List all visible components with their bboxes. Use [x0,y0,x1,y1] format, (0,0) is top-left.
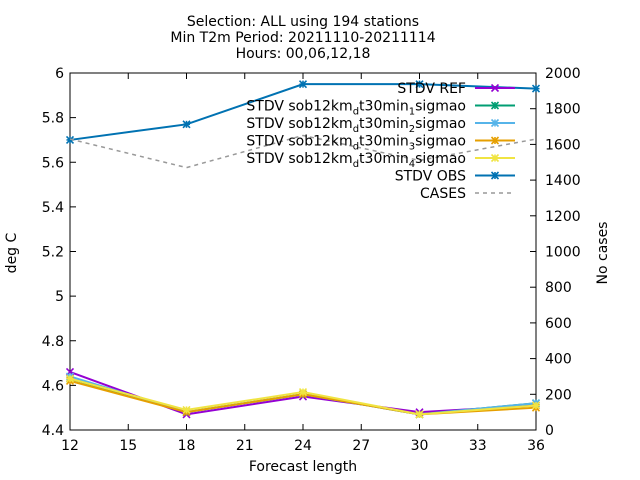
y2-tick-label: 400 [545,352,572,368]
x-tick-label: 27 [352,438,370,454]
y-axis-label: deg C [4,232,20,273]
legend-item: CASES [420,186,515,202]
y-tick-label: 6 [55,66,64,82]
legend-marker [490,118,500,128]
series-5 [65,80,541,145]
legend-item: STDV OBS [395,169,515,185]
y2-tick-label: 1400 [545,173,581,189]
y2-tick-label: 800 [545,280,572,296]
y-tick-label: 5.4 [42,200,64,216]
data-point [298,388,308,397]
legend-marker [490,171,500,180]
y2-tick-label: 1800 [545,102,581,118]
y2-axis-label: No cases [595,222,611,285]
legend-label: STDV OBS [395,169,466,185]
data-point [182,120,191,129]
y2-tick-label: 2000 [545,66,581,82]
legend-label: CASES [420,186,466,202]
series-6 [69,134,537,169]
series-4 [65,374,541,419]
data-point [531,401,541,410]
data-point [415,410,424,419]
series-lines [65,80,541,419]
data-point [65,374,75,383]
title-line: Min T2m Period: 20211110-20211114 [170,30,435,46]
y2-tick-label: 1000 [545,245,581,261]
legend-label: STDV sob12kmdt30min2sigmao [246,116,466,135]
x-tick-label: 15 [119,438,137,454]
y-tick-label: 4.8 [42,334,64,350]
legend-item: STDV REF [397,81,515,97]
y-tick-label: 5.6 [42,155,64,171]
y-tick-label: 5.8 [42,111,64,127]
y2-tick-label: 200 [545,387,572,403]
legend-item: STDV sob12kmdt30min3sigmao [246,134,515,153]
data-point [182,405,191,414]
x-tick-label: 21 [236,438,254,454]
legend-item: STDV sob12kmdt30min4sigmao [246,151,515,170]
y2-tick-label: 0 [545,423,554,439]
series-line [69,134,537,169]
x-tick-label: 12 [61,438,79,454]
legend-label: STDV sob12kmdt30min3sigmao [246,134,466,153]
legend-marker [490,101,500,110]
title-line: Selection: ALL using 194 stations [187,14,419,30]
y-tick-label: 4.4 [42,423,64,439]
data-point [531,84,541,93]
legend-item: STDV sob12kmdt30min2sigmao [246,116,515,135]
legend-label: STDV sob12kmdt30min4sigmao [246,151,466,170]
y2-axis: 0 200 400 600 800 1000 1200 1400 1600 1800 2000 [530,66,581,439]
legend-label: STDV sob12kmdt30min1sigmao [246,99,466,118]
x-tick-label: 36 [527,438,545,454]
data-point [415,80,424,89]
y2-tick-label: 600 [545,316,572,332]
x-axis: 12 15 18 21 24 27 30 33 36 [61,73,545,454]
legend-item: STDV sob12kmdt30min1sigmao [246,99,515,118]
x-axis-label: Forecast length [249,459,357,475]
y2-tick-label: 1200 [545,209,581,225]
y2-tick-label: 1600 [545,137,581,153]
x-tick-label: 33 [469,438,487,454]
y-tick-label: 5 [55,289,64,305]
legend-marker [490,136,500,145]
x-tick-label: 18 [178,438,196,454]
legend-label: STDV REF [397,81,466,97]
y-tick-label: 5.2 [42,245,64,261]
x-tick-label: 24 [294,438,312,454]
y-axis: 4.4 4.6 4.8 5 5.2 5.4 5.6 5.8 6 [42,66,76,439]
title-line: Hours: 00,06,12,18 [236,46,371,62]
data-point [298,80,308,89]
legend-marker [490,83,500,93]
legend-marker [490,153,500,163]
y-tick-label: 4.6 [42,378,64,394]
x-tick-label: 30 [411,438,429,454]
